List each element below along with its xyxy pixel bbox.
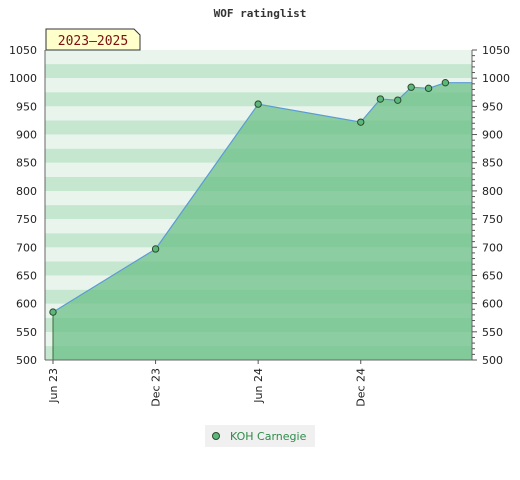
period-badge-shape	[45, 28, 141, 51]
x-axis: Jun 23 Dec 23 Jun 24 Dec 24	[47, 360, 368, 407]
x-tick-label: Dec 23	[150, 368, 163, 407]
y-tick-label: 550	[16, 326, 37, 339]
y-tick-label-right: 750	[482, 213, 503, 226]
background-band	[45, 64, 472, 79]
x-tick-label: Jun 24	[252, 368, 265, 404]
y-tick-label: 800	[16, 185, 37, 198]
y-tick-label: 600	[16, 298, 37, 311]
y-tick-label-right: 1050	[482, 44, 510, 57]
y-axis-left: 500 550 600 650 700 750 800 850 900 950 1000 1050	[9, 44, 37, 367]
y-tick-label-right: 1000	[482, 72, 510, 85]
data-point[interactable]	[441, 78, 450, 87]
data-point[interactable]	[407, 83, 415, 91]
legend-label: KOH Carnegie	[230, 430, 307, 443]
period-badge-label: 2023–2025	[58, 34, 128, 49]
series-line	[52, 82, 472, 313]
data-point[interactable]	[357, 118, 365, 126]
y-tick-label-right: 700	[482, 241, 503, 254]
y-tick-label-right: 500	[482, 354, 503, 367]
y-tick-label-right: 900	[482, 129, 503, 142]
y-tick-label-right: 550	[482, 326, 503, 339]
data-point[interactable]	[151, 245, 160, 253]
legend[interactable]: KOH Carnegie	[205, 425, 315, 447]
y-tick-label: 950	[16, 100, 37, 113]
y-tick-label: 850	[16, 157, 37, 170]
y-tick-label-right: 850	[482, 157, 503, 170]
area-layer	[52, 82, 472, 360]
series-area	[53, 82, 472, 360]
data-point[interactable]	[394, 96, 402, 104]
y-tick-label-right: 950	[482, 100, 503, 113]
data-point[interactable]	[376, 95, 385, 103]
chart-title: WOF ratinglist	[214, 7, 307, 20]
y-tick-label: 900	[16, 129, 37, 142]
data-point[interactable]	[49, 308, 57, 316]
background-band	[45, 78, 472, 93]
y-tick-label: 750	[16, 213, 37, 226]
data-point[interactable]	[424, 84, 433, 93]
y-tick-label-right: 600	[482, 298, 503, 311]
legend-box	[205, 425, 315, 447]
data-point[interactable]	[254, 100, 262, 108]
legend-marker-icon	[212, 432, 220, 440]
background-band	[45, 50, 472, 65]
y-tick-label: 500	[16, 354, 37, 367]
x-tick-label: Jun 23	[47, 368, 60, 404]
y-tick-label: 650	[16, 269, 37, 282]
y-tick-label-right: 800	[482, 185, 503, 198]
y-tick-label-right: 650	[482, 269, 503, 282]
x-tick-label: Dec 24	[355, 368, 368, 407]
data-points	[49, 78, 450, 316]
y-tick-label: 1000	[9, 72, 37, 85]
background-band	[45, 92, 472, 107]
y-axis-right: 500 550 600 650 700 750 800 850 900 950 1000 1050	[472, 44, 510, 367]
period-badge: 2023–2025	[45, 28, 141, 51]
y-tick-label: 1050	[9, 44, 37, 57]
y-tick-label: 700	[16, 241, 37, 254]
